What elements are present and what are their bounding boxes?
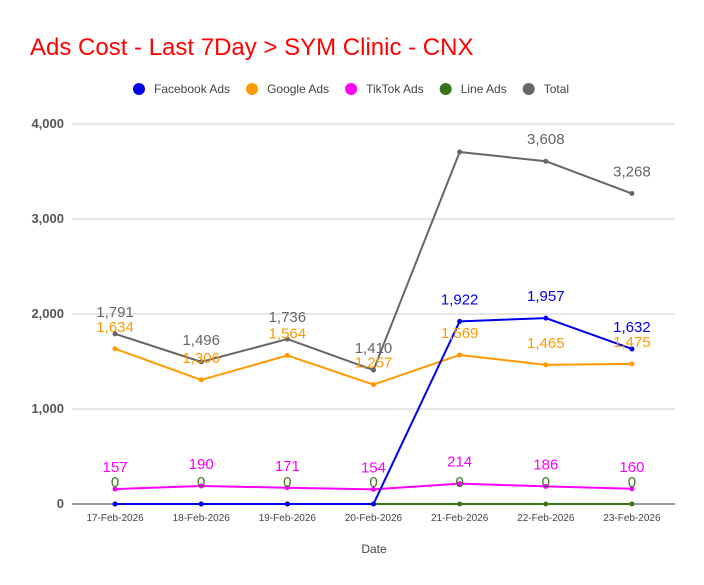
data-label: 1,465 [527,335,565,352]
data-point [629,501,635,507]
data-label: 1,736 [269,309,307,326]
gridlines [72,123,675,410]
data-point [457,501,463,507]
data-point [198,377,204,383]
data-point [457,149,463,155]
data-point [457,352,463,358]
data-point [543,501,549,507]
data-point [629,346,635,352]
legend-marker [439,83,452,95]
data-label: 1,569 [441,325,479,342]
data-point [112,346,118,352]
data-point [371,486,376,492]
legend-marker [246,83,259,95]
data-label: 0 [542,474,550,491]
legend-marker [133,83,145,95]
x-tick-label: 18-Feb-2026 [173,513,231,524]
data-point [371,367,376,373]
data-point [198,359,204,365]
data-point [198,501,204,507]
y-tick-label: 2,000 [31,306,64,321]
data-label: 0 [197,474,205,491]
x-axis-ticks: 17-Feb-2026 18-Feb-2026 19-Feb-2026 20-Feb-… [86,513,661,524]
chart-title: Ads Cost - Last 7Day > SYM Clinic - CNX [30,34,473,61]
data-point [198,483,204,489]
data-point [371,501,376,507]
legend-label: Line Ads [461,82,507,96]
y-tick-label: 4,000 [31,116,64,131]
x-tick-label: 22-Feb-2026 [517,513,575,524]
data-point [112,486,118,492]
data-point [629,191,635,197]
data-label: 1,475 [613,334,651,351]
data-point [284,485,290,491]
data-point [543,362,549,368]
data-point [112,501,118,507]
y-tick-label: 3,000 [31,211,64,226]
data-label: 157 [103,459,128,476]
data-label: 0 [283,474,291,491]
data-point [543,483,549,489]
legend-label: TikTok Ads [366,82,424,96]
data-label: 1,306 [182,350,220,367]
data-label: 1,957 [527,288,565,305]
legend: Facebook Ads Google Ads TikTok Ads Line Ads… [133,82,569,96]
data-point [284,336,290,342]
legend-marker [345,83,358,95]
data-labels: 1,922 1,957 1,632 1,634 1,306 1,564 1,257 1,569… [96,131,650,491]
data-label: 160 [619,459,644,476]
data-label: 1,496 [182,332,220,349]
data-point [543,315,549,321]
data-label: 0 [369,474,377,491]
data-label: 0 [455,474,463,491]
data-point [112,331,118,337]
x-tick-label: 23-Feb-2026 [603,513,661,524]
y-tick-label: 0 [57,496,64,511]
x-tick-label: 21-Feb-2026 [431,513,489,524]
data-label: 186 [533,456,558,473]
data-label: 190 [189,456,214,473]
data-point [543,158,549,164]
data-label: 1,564 [269,325,307,342]
y-axis-ticks: 0 1,000 2,000 3,000 4,000 [31,116,64,511]
y-tick-label: 1,000 [31,401,64,416]
data-label: 1,791 [96,304,134,321]
data-label: 1,634 [96,319,134,336]
legend-label: Facebook Ads [154,82,230,96]
legend-marker [522,83,535,95]
data-label: 1,410 [355,340,393,357]
data-label: 1,257 [355,355,393,372]
data-label: 1,922 [441,291,479,308]
data-label: 214 [447,454,472,471]
data-point [457,318,463,324]
x-tick-label: 19-Feb-2026 [259,513,317,524]
data-point [629,361,635,367]
data-label: 171 [275,458,300,475]
data-label: 1,632 [613,319,651,336]
data-point [284,352,290,358]
data-point [284,501,290,507]
data-label: 0 [628,474,636,491]
data-label: 0 [111,474,119,491]
legend-label: Google Ads [267,82,329,96]
data-point [629,486,635,492]
data-point [371,382,376,388]
legend-label: Total [544,82,569,96]
x-tick-label: 20-Feb-2026 [345,513,403,524]
data-label: 3,268 [613,164,651,181]
data-label: 154 [361,459,386,476]
x-tick-label: 17-Feb-2026 [86,513,144,524]
x-axis-label: Date [361,542,387,556]
data-label: 3,608 [527,131,565,148]
data-point [457,481,463,487]
series-lines [112,149,635,507]
